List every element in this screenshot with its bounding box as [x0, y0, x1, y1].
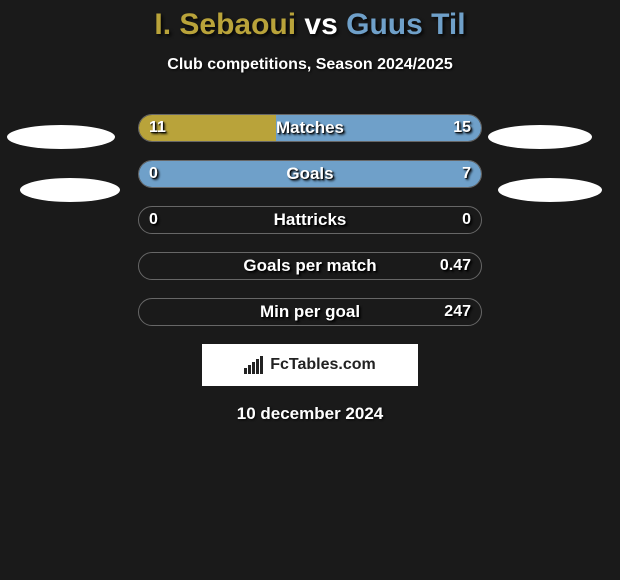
side-ellipse [488, 125, 592, 149]
stat-label: Min per goal [260, 302, 360, 322]
stat-row: 247 Min per goal [138, 298, 482, 326]
title-player2: Guus Til [346, 8, 465, 41]
date-text: 10 december 2024 [0, 404, 620, 424]
stat-label: Matches [276, 118, 344, 138]
bar-chart-icon [244, 356, 266, 374]
stat-label: Goals per match [243, 256, 376, 276]
side-ellipse [7, 125, 115, 149]
stat-value-left: 0 [149, 165, 158, 183]
stat-label: Hattricks [274, 210, 347, 230]
title-vs: vs [304, 8, 337, 41]
stat-value-right: 7 [462, 165, 471, 183]
stat-value-right: 0.47 [440, 257, 471, 275]
stat-value-right: 0 [462, 211, 471, 229]
brand-text: FcTables.com [270, 356, 376, 374]
stat-row: 11 15 Matches [138, 114, 482, 142]
stat-label: Goals [286, 164, 333, 184]
brand-box: FcTables.com [202, 344, 418, 386]
subtitle: Club competitions, Season 2024/2025 [0, 56, 620, 74]
stat-value-right: 15 [453, 119, 471, 137]
stat-value-left: 11 [149, 119, 166, 137]
stat-row: 0 0 Hattricks [138, 206, 482, 234]
stat-row: 0 7 Goals [138, 160, 482, 188]
side-ellipse [20, 178, 120, 202]
stat-value-right: 247 [444, 303, 471, 321]
title-player1: I. Sebaoui [154, 8, 296, 41]
stat-row: 0.47 Goals per match [138, 252, 482, 280]
side-ellipse [498, 178, 602, 202]
page-title: I. Sebaoui vs Guus Til [0, 0, 620, 42]
stat-value-left: 0 [149, 211, 158, 229]
